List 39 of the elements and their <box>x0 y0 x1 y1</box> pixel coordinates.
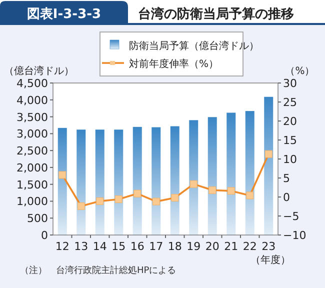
y2tick: 10 <box>283 153 297 166</box>
ytick: 4,000 <box>16 94 48 107</box>
y2tick: 15 <box>283 134 297 147</box>
y2tick: −10 <box>283 229 306 242</box>
y2tick: 30 <box>283 77 297 90</box>
ylabel: （億台湾ドル） <box>4 66 74 77</box>
ytick: 3,500 <box>16 110 48 124</box>
y2label: （%） <box>285 66 315 77</box>
ytick: 1,500 <box>16 178 48 192</box>
xtick: 16 <box>130 240 144 253</box>
ytick: 4,500 <box>16 77 48 90</box>
xtick: 15 <box>112 240 126 253</box>
legend-label: 防衛当局予算（億台湾ドル） <box>129 41 259 52</box>
figure-number: 図表Ⅰ-3-3-3 <box>26 7 102 22</box>
xtick: 22 <box>242 240 257 253</box>
xlabel: （年度） <box>250 255 291 266</box>
ytick: 2,000 <box>16 161 48 174</box>
xtick: 13 <box>74 240 88 253</box>
y2tick: 0 <box>283 191 290 204</box>
xtick: 12 <box>55 240 70 253</box>
y2tick: 5 <box>283 172 290 185</box>
y2tick: 25 <box>283 96 297 109</box>
legend-label: 対前年度伸率（%） <box>129 59 219 70</box>
xtick: 19 <box>186 240 201 253</box>
xtick: 14 <box>92 240 107 253</box>
y2tick: 20 <box>283 115 297 128</box>
ytick: 500 <box>27 212 48 226</box>
xtick: 17 <box>149 240 164 253</box>
note: （注） 台湾行政院主計総処HPによる <box>20 266 176 276</box>
y2tick: −5 <box>283 210 300 223</box>
xtick: 23 <box>262 240 276 253</box>
ytick: 2,500 <box>16 144 48 158</box>
ytick: 3,000 <box>16 128 48 141</box>
ytick: 1,000 <box>16 195 48 208</box>
xtick: 18 <box>168 240 182 253</box>
xtick: 21 <box>224 240 238 253</box>
title: 台湾の防衛当局予算の推移 <box>138 7 294 22</box>
xtick: 20 <box>205 240 220 253</box>
ytick: 0 <box>41 229 48 242</box>
